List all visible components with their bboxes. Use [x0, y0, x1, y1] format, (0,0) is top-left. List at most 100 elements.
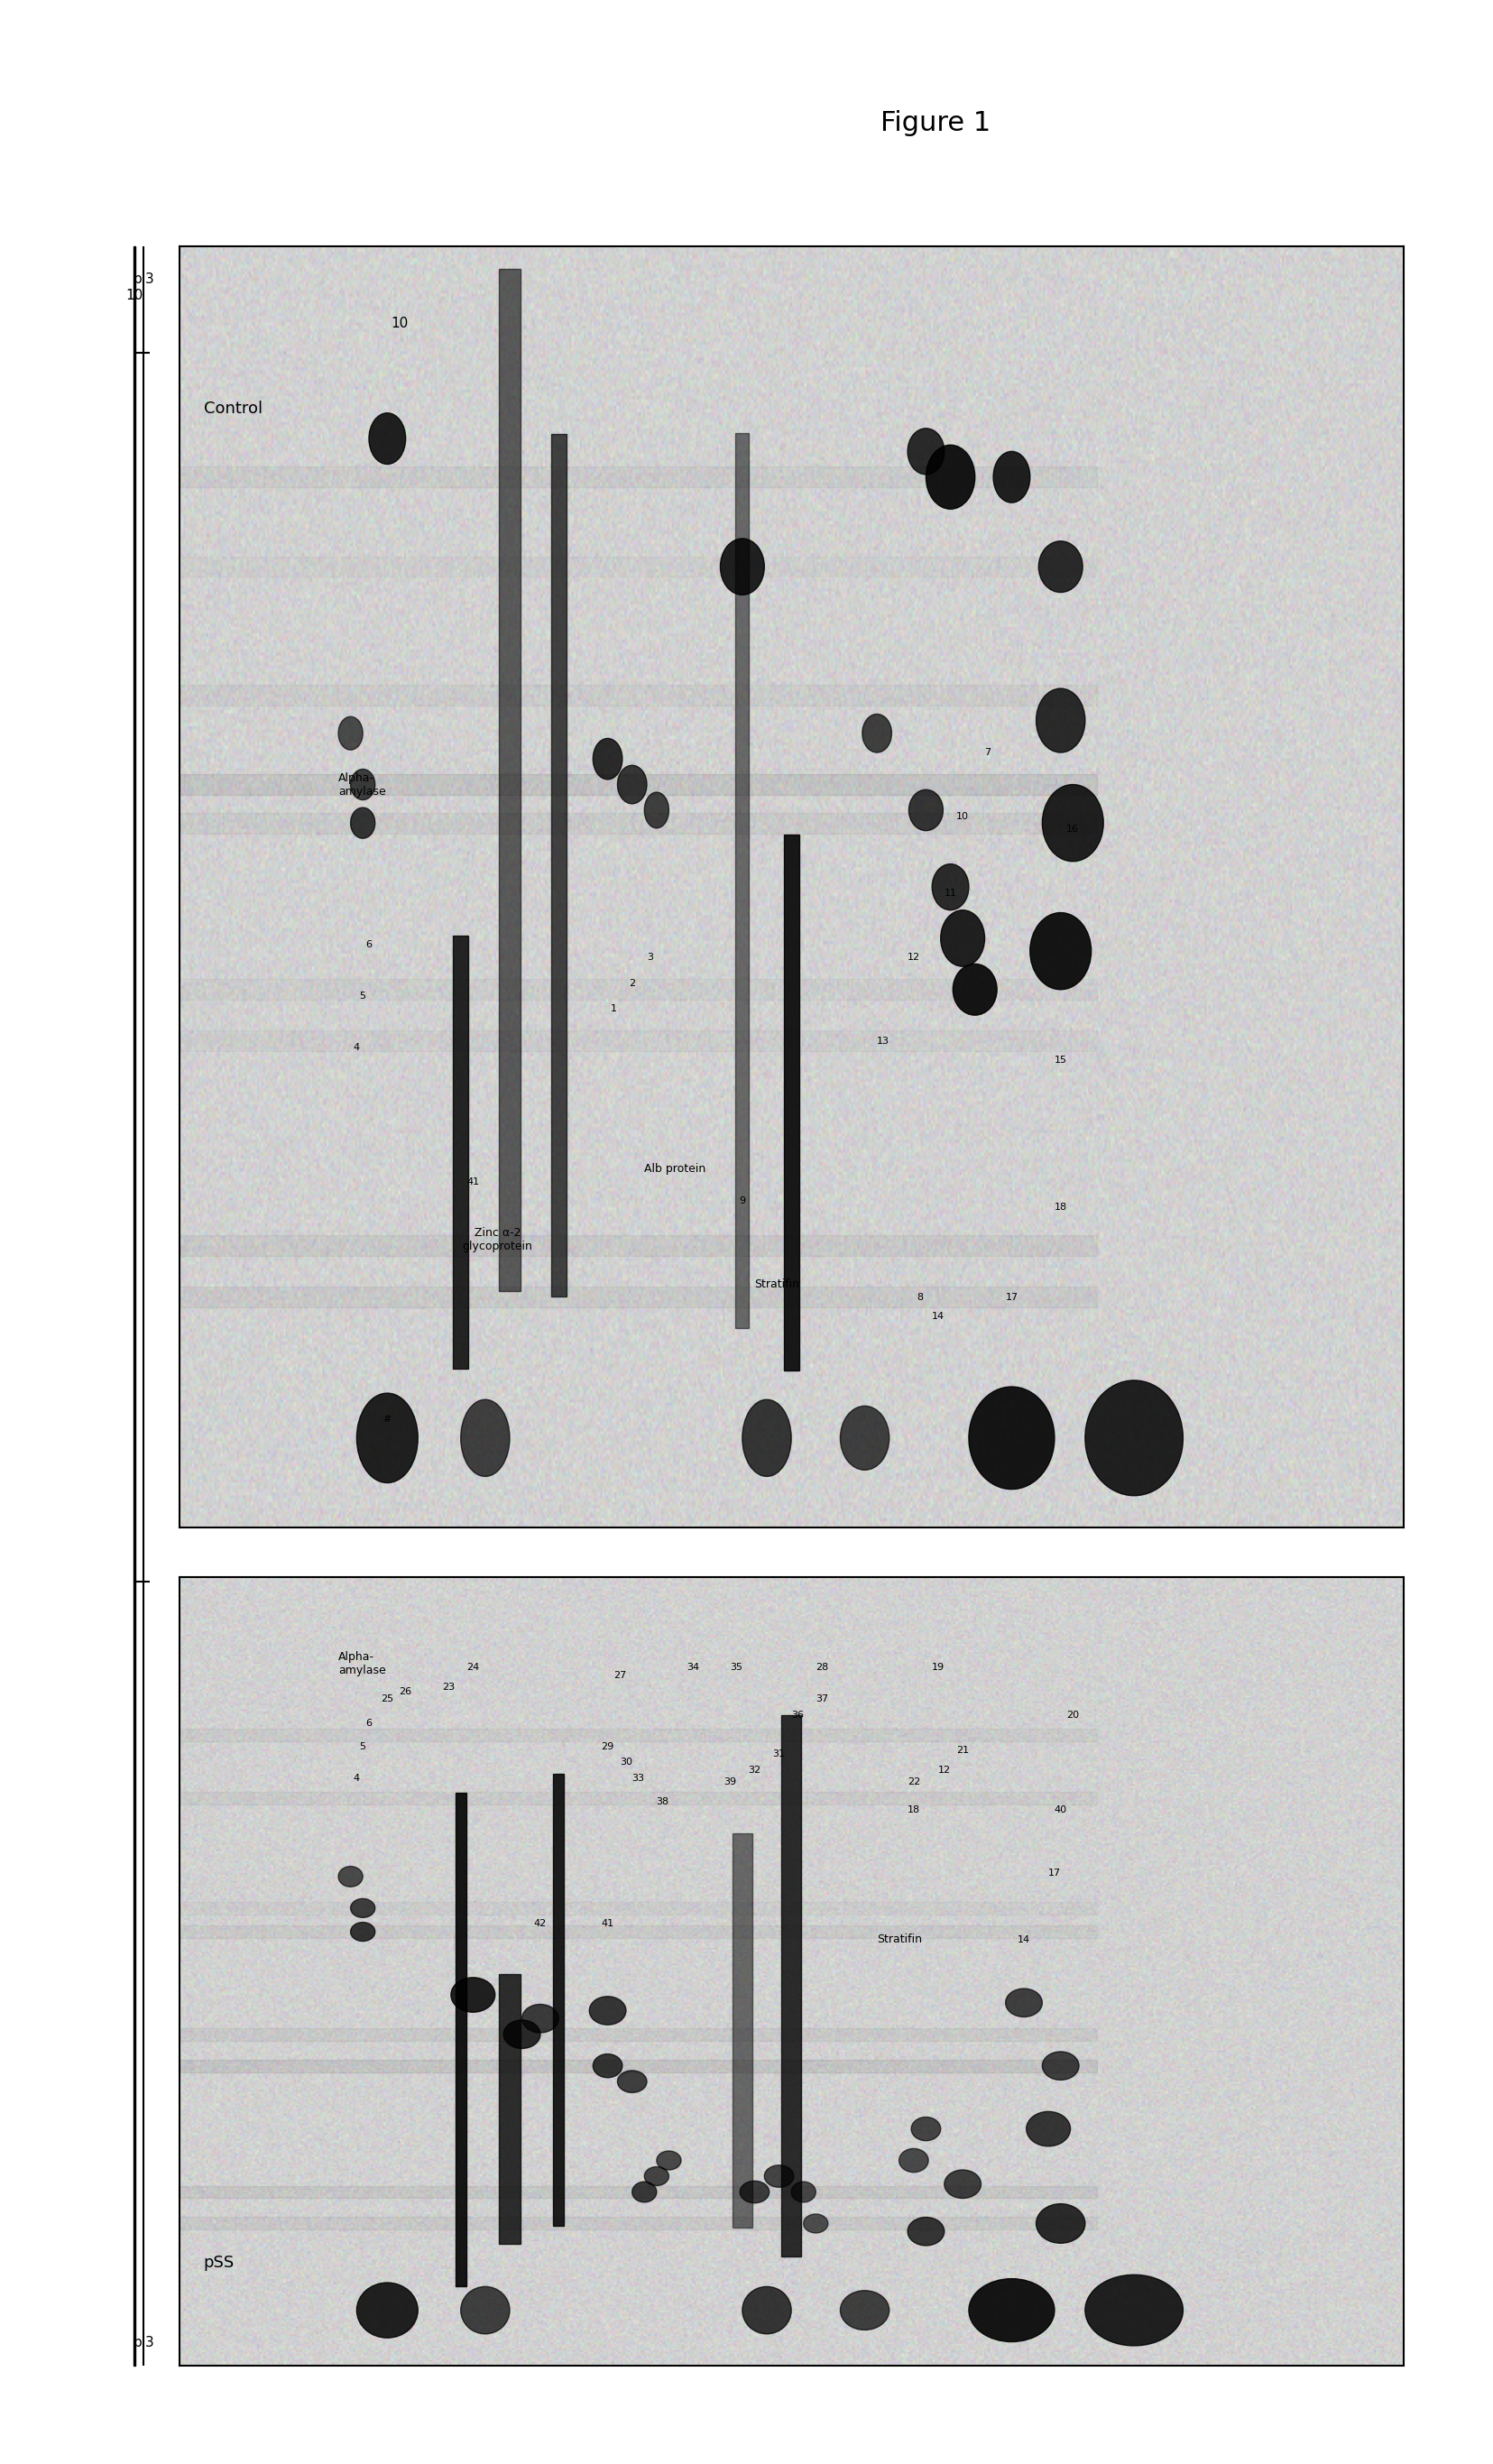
Ellipse shape — [1036, 687, 1085, 752]
Text: 15: 15 — [1054, 1055, 1067, 1064]
Ellipse shape — [1030, 912, 1091, 991]
Ellipse shape — [742, 2287, 791, 2333]
Ellipse shape — [351, 808, 375, 838]
Ellipse shape — [720, 540, 764, 594]
Text: 16: 16 — [1066, 825, 1079, 833]
Ellipse shape — [632, 2181, 657, 2203]
Ellipse shape — [1026, 2112, 1070, 2146]
Bar — [784, 835, 799, 1370]
Text: 28: 28 — [815, 1663, 829, 1673]
Text: 29: 29 — [602, 1742, 614, 1752]
Text: 18: 18 — [1054, 1202, 1067, 1212]
Ellipse shape — [926, 446, 975, 510]
Bar — [499, 269, 521, 1291]
Text: 17: 17 — [1048, 1868, 1062, 1878]
Text: 9: 9 — [739, 1198, 745, 1205]
Text: 10: 10 — [391, 315, 408, 330]
Text: 26: 26 — [399, 1688, 412, 1695]
Text: Control: Control — [203, 399, 263, 416]
Text: 37: 37 — [815, 1695, 829, 1703]
Text: 35: 35 — [730, 1663, 742, 1673]
Ellipse shape — [590, 1996, 626, 2025]
Ellipse shape — [1042, 2053, 1079, 2080]
Text: 5: 5 — [360, 991, 366, 1000]
Text: 22: 22 — [908, 1777, 920, 1786]
Ellipse shape — [339, 1865, 363, 1887]
Text: 1: 1 — [611, 1005, 617, 1013]
Ellipse shape — [645, 2166, 669, 2186]
Text: Stratifin: Stratifin — [754, 1279, 800, 1291]
Text: 13: 13 — [876, 1037, 890, 1045]
Ellipse shape — [351, 1922, 375, 1942]
Bar — [455, 1794, 466, 2287]
Text: pl3: pl3 — [133, 271, 155, 286]
Ellipse shape — [523, 2003, 558, 2033]
Bar — [452, 936, 469, 1368]
Text: Alb protein: Alb protein — [645, 1163, 706, 1175]
Text: Figure 1: Figure 1 — [881, 111, 991, 136]
Ellipse shape — [618, 2070, 646, 2092]
Ellipse shape — [863, 715, 891, 752]
Text: 12: 12 — [908, 954, 920, 961]
Ellipse shape — [908, 429, 944, 476]
Text: Alpha-
amylase: Alpha- amylase — [339, 1651, 385, 1676]
Ellipse shape — [909, 788, 944, 830]
Bar — [551, 434, 566, 1296]
Text: 14: 14 — [1018, 1934, 1030, 1944]
Text: 38: 38 — [657, 1796, 669, 1806]
Text: pSS: pSS — [203, 2255, 234, 2272]
Ellipse shape — [351, 1900, 375, 1917]
Ellipse shape — [803, 2215, 829, 2232]
Text: 30: 30 — [620, 1757, 633, 1767]
Ellipse shape — [969, 1387, 1054, 1488]
Text: 7: 7 — [984, 749, 990, 756]
Text: 21: 21 — [957, 1747, 969, 1754]
Text: 5: 5 — [360, 1742, 366, 1752]
Ellipse shape — [339, 717, 363, 749]
Text: 2: 2 — [629, 978, 636, 988]
Text: Alpha-
amylase: Alpha- amylase — [339, 771, 385, 798]
Ellipse shape — [451, 1979, 496, 2013]
Text: 27: 27 — [614, 1671, 627, 1680]
Ellipse shape — [941, 909, 985, 966]
Text: 40: 40 — [1054, 1806, 1067, 1814]
Text: 4: 4 — [354, 1774, 360, 1781]
Ellipse shape — [742, 1400, 791, 1476]
Text: 3: 3 — [648, 954, 654, 961]
Ellipse shape — [741, 2181, 769, 2203]
Text: 19: 19 — [932, 1663, 945, 1673]
Ellipse shape — [1042, 784, 1103, 862]
Text: 36: 36 — [791, 1710, 803, 1720]
Ellipse shape — [1085, 2274, 1182, 2346]
Ellipse shape — [357, 2282, 418, 2338]
Ellipse shape — [593, 2055, 623, 2077]
Ellipse shape — [645, 793, 669, 828]
Ellipse shape — [1085, 1380, 1182, 1496]
Ellipse shape — [593, 739, 623, 779]
Text: 34: 34 — [687, 1663, 700, 1673]
Ellipse shape — [657, 2151, 681, 2171]
Text: #: # — [384, 1414, 391, 1424]
Text: pl3: pl3 — [133, 2336, 155, 2351]
Text: 20: 20 — [1066, 1710, 1079, 1720]
Ellipse shape — [1005, 1988, 1042, 2018]
Text: 31: 31 — [773, 1749, 785, 1759]
Bar — [499, 1974, 520, 2245]
Bar — [732, 1833, 752, 2227]
Text: 33: 33 — [632, 1774, 645, 1781]
Bar — [736, 434, 749, 1328]
Ellipse shape — [1039, 542, 1082, 591]
Text: Stratifin: Stratifin — [876, 1934, 923, 1947]
Ellipse shape — [841, 1407, 890, 1471]
Ellipse shape — [764, 2166, 794, 2188]
Text: 32: 32 — [748, 1767, 761, 1774]
Text: 23: 23 — [442, 1683, 455, 1693]
Text: 11: 11 — [944, 890, 957, 897]
Text: 10: 10 — [125, 288, 143, 303]
Ellipse shape — [1036, 2203, 1085, 2242]
Ellipse shape — [932, 865, 969, 909]
Text: 25: 25 — [381, 1695, 394, 1703]
Ellipse shape — [351, 769, 375, 801]
Text: 6: 6 — [366, 1717, 372, 1727]
Ellipse shape — [369, 414, 406, 463]
